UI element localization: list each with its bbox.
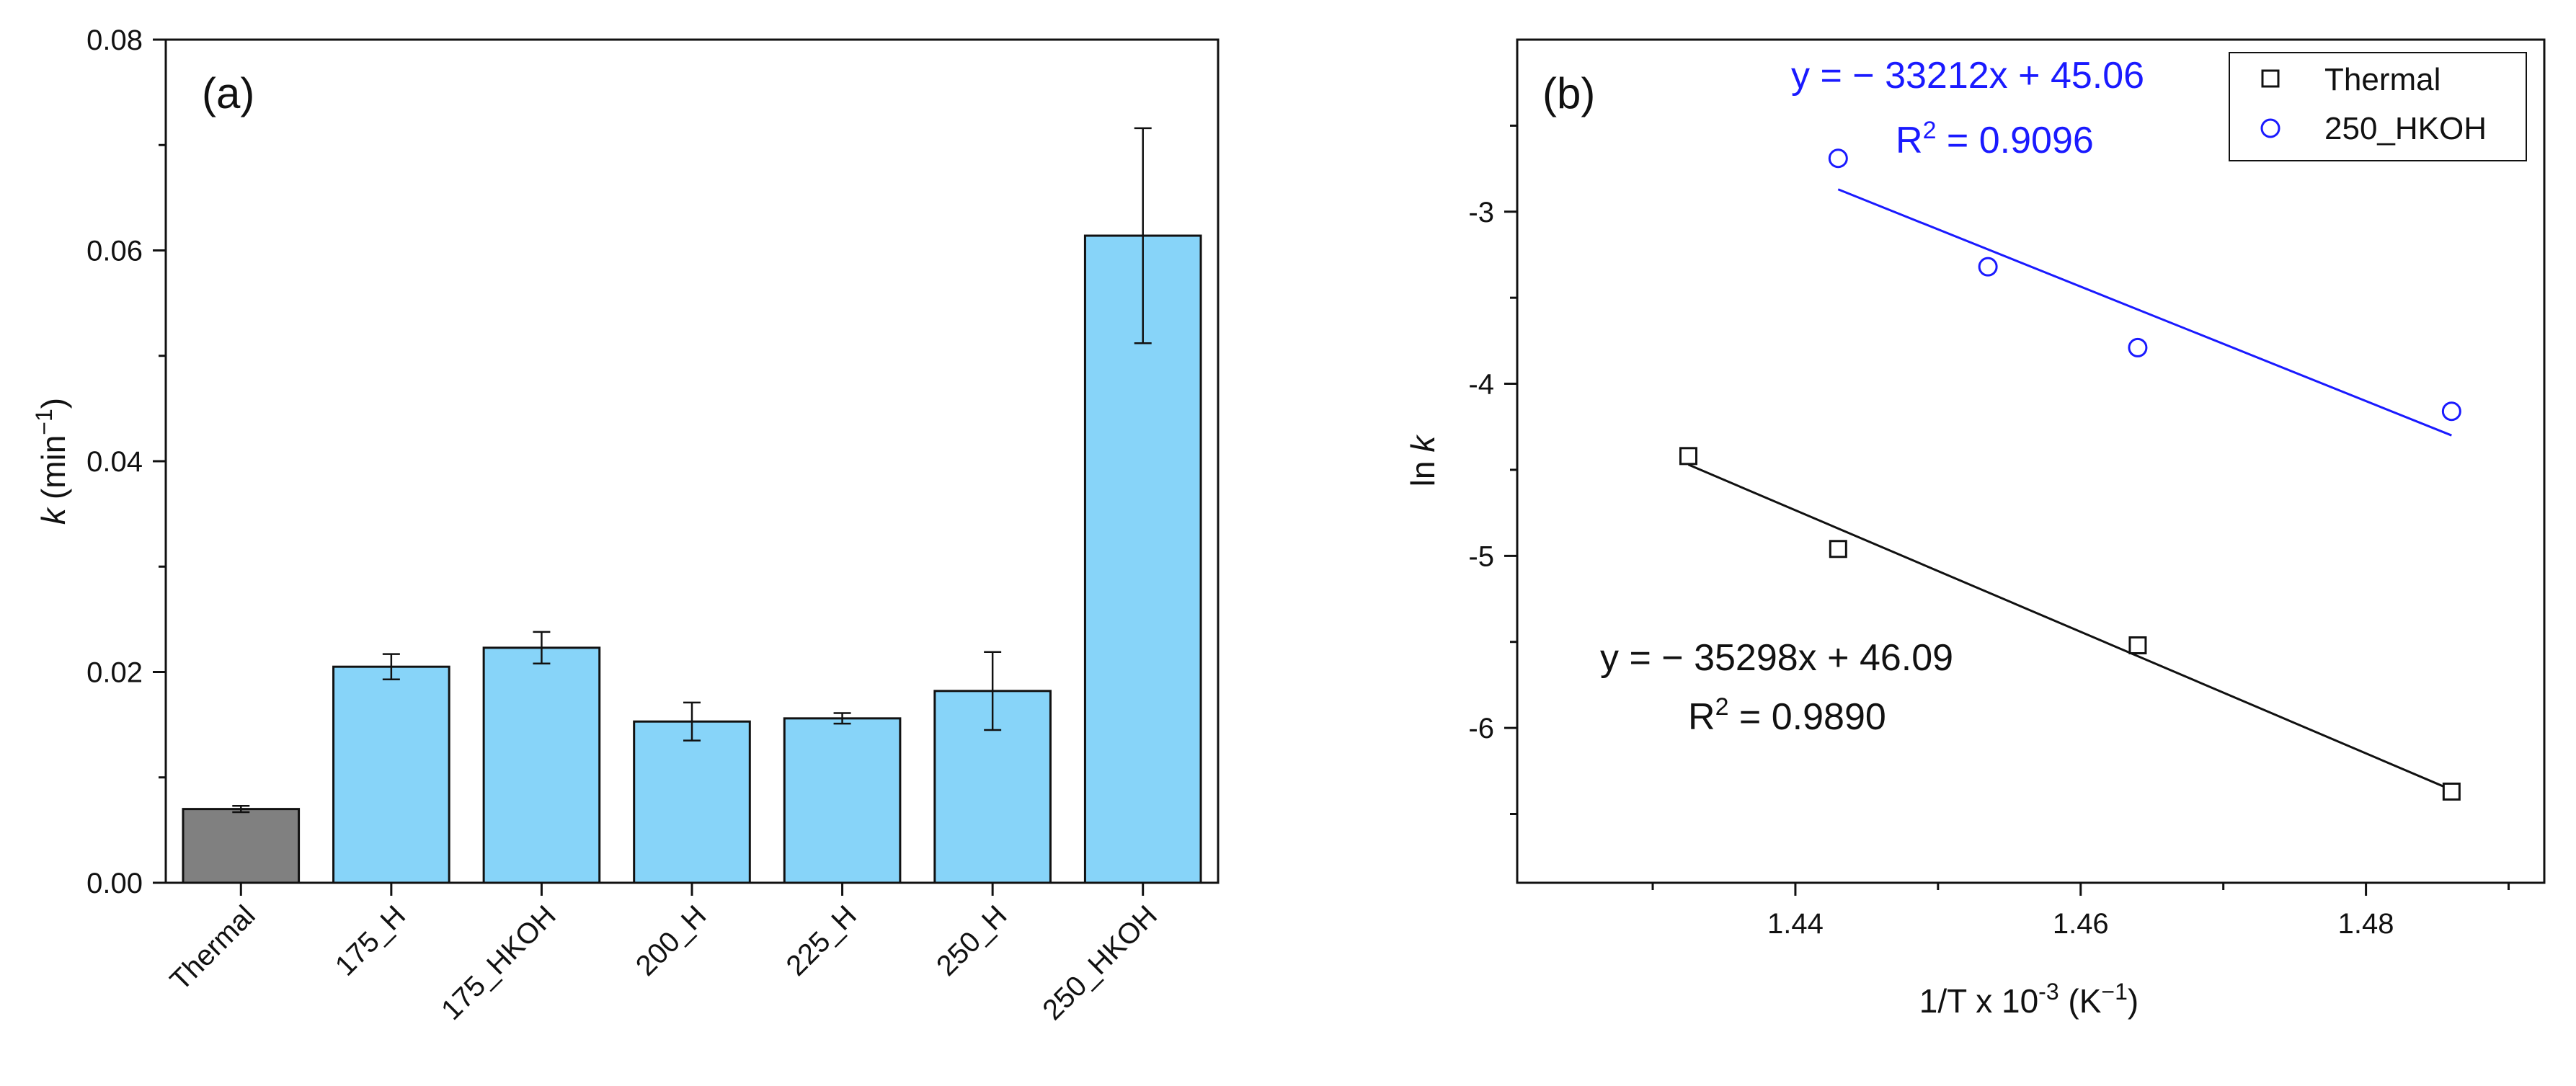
- panel-b-ytick-label: -3: [1468, 197, 1494, 228]
- point-thermal: [2442, 782, 2461, 801]
- panel-a-label: (a): [202, 69, 254, 117]
- fit-equation-thermal: y = − 35298x + 46.09: [1600, 637, 1953, 679]
- panel-a-xtick-label: 250_H: [931, 899, 1013, 982]
- point-250-hkoh: [2128, 337, 2148, 357]
- point-250-hkoh: [2441, 401, 2461, 422]
- fit-r2-thermal: R2 = 0.9890: [1688, 693, 1886, 738]
- panel-a-xtick-label: 250_HKOH: [1036, 899, 1163, 1026]
- panel-b-xtick-label: 1.44: [1767, 908, 1824, 940]
- fit-r2-250-hkoh: R2 = 0.9096: [1896, 117, 2094, 161]
- panel-b-xtick-label: 1.46: [2053, 908, 2109, 940]
- fit-equation-250-hkoh: y = − 33212x + 45.06: [1791, 55, 2144, 97]
- bar-225-h: [783, 717, 902, 884]
- panel-b-xlabel: 1/T x 10-3 (K−1): [1919, 979, 2138, 1020]
- legend-circle-marker-icon: [2260, 118, 2280, 138]
- bar-175-h: [332, 665, 450, 884]
- panel-a-xtick-label: 200_H: [630, 899, 712, 982]
- fit-line-250-hkoh: [1837, 188, 2452, 437]
- panel-b-ytick-label: -4: [1468, 369, 1494, 401]
- panel-a-bar-chart: 0.00 0.02 0.04 0.06 0.08 Thermal 175_H 175_HKO…: [31, 25, 1220, 1026]
- panel-a-ylabel: k(min−1): [31, 398, 72, 525]
- point-thermal: [2128, 636, 2147, 654]
- bar-175-hkoh: [482, 646, 601, 884]
- point-250-hkoh: [1828, 148, 1848, 169]
- panel-a-ytick-label: 0.04: [86, 446, 143, 478]
- legend-entry-250-hkoh: 250_HKOH: [2324, 111, 2487, 146]
- panel-a-ytick-label: 0.08: [86, 25, 143, 56]
- panel-b-ylabel: lnk: [1404, 435, 1442, 487]
- bar-200-h: [633, 720, 751, 884]
- legend-square-marker-icon: [2261, 69, 2280, 88]
- point-250-hkoh: [1978, 257, 1998, 277]
- panel-b-scatter-chart: -3 -4 -5 -6 1.44 1.46 1.48 (b) lnk 1/T x 10-3…: [1404, 38, 2546, 1020]
- panel-b-ytick-label: -5: [1468, 540, 1494, 572]
- panel-b-ytick-label: -6: [1468, 713, 1494, 744]
- panel-b-xtick-label: 1.48: [2338, 908, 2394, 940]
- panel-a-xtick-label: 175_HKOH: [435, 899, 562, 1026]
- legend-entry-thermal: Thermal: [2324, 62, 2440, 97]
- panel-a-xtick-label: Thermal: [164, 899, 262, 997]
- panel-a-ytick-label: 0.00: [86, 868, 143, 899]
- legend: Thermal 250_HKOH: [2229, 52, 2527, 161]
- panel-a-xtick-label: 175_H: [329, 899, 412, 982]
- panel-a-xtick-label: 225_H: [780, 899, 862, 982]
- bar-thermal: [182, 808, 301, 884]
- fit-line-thermal: [1687, 463, 2452, 791]
- panel-b-frame: [1516, 38, 2546, 884]
- panel-a-ytick-label: 0.06: [86, 236, 143, 267]
- panel-a-ytick-label: 0.02: [86, 657, 143, 689]
- point-thermal: [1829, 540, 1847, 558]
- point-thermal: [1679, 447, 1697, 466]
- panel-b-label: (b): [1542, 69, 1595, 117]
